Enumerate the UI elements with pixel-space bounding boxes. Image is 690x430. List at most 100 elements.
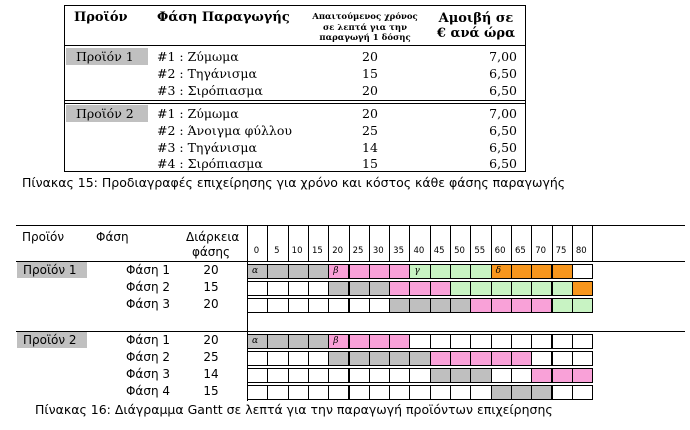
gantt-cell bbox=[267, 334, 289, 349]
gantt-step-label: δ bbox=[495, 266, 502, 276]
product-label: Προϊόν 1 bbox=[66, 48, 148, 65]
gantt-cell bbox=[368, 351, 391, 366]
gantt-cell bbox=[368, 281, 391, 296]
gantt-cell bbox=[287, 264, 309, 279]
gantt-cell bbox=[267, 385, 289, 400]
gantt-cell bbox=[409, 385, 431, 400]
gantt-cell bbox=[510, 281, 533, 296]
cost-cell: 6,50 bbox=[489, 140, 517, 155]
gantt-cell bbox=[571, 264, 594, 279]
gantt-cell bbox=[510, 385, 533, 400]
time-cell: 14 bbox=[362, 140, 378, 155]
cost-cell: 6,50 bbox=[489, 66, 517, 81]
gantt-cell bbox=[307, 368, 330, 383]
gantt-cell bbox=[267, 351, 289, 366]
gantt-tick-label: 35 bbox=[393, 246, 404, 256]
table15-caption: Πίνακας 15: Προδιαγραφές επιχείρησης για… bbox=[22, 175, 566, 190]
gantt-cell bbox=[571, 368, 594, 383]
gantt-cell bbox=[307, 334, 330, 349]
gantt-cell bbox=[551, 281, 573, 296]
gantt-grid-line bbox=[348, 225, 350, 261]
gantt-grid-line bbox=[267, 225, 269, 261]
header-time-line: Απαιτούμενος χρόνος bbox=[312, 12, 418, 22]
gantt-cell bbox=[348, 298, 370, 313]
gantt-cell bbox=[450, 264, 472, 279]
gantt-step-label: α bbox=[252, 336, 259, 346]
gantt-header-duration: Διάρκεια φάσης bbox=[186, 230, 239, 260]
specs-table: Προϊόν Φάση Παραγωγής Απαιτούμενος χρόνο… bbox=[64, 5, 526, 172]
time-cell: 20 bbox=[362, 106, 378, 121]
gantt-cell bbox=[450, 385, 472, 400]
gantt-cell bbox=[571, 298, 594, 313]
gantt-cell bbox=[470, 334, 492, 349]
gantt-tick-label: 0 bbox=[253, 246, 260, 256]
gantt-cell bbox=[510, 368, 533, 383]
header-time: Απαιτούμενος χρόνος σε λεπτά για την παρ… bbox=[305, 12, 425, 44]
gantt-cell bbox=[287, 351, 309, 366]
gantt-product-label: Προϊόν 2 bbox=[17, 332, 87, 348]
gantt-cell bbox=[571, 334, 594, 349]
cost-cell: 7,00 bbox=[489, 106, 517, 121]
gantt-cell bbox=[287, 334, 309, 349]
gantt-grid-line bbox=[510, 225, 512, 261]
gantt-cell bbox=[389, 281, 411, 296]
gantt-cell bbox=[429, 368, 451, 383]
gantt-cell bbox=[287, 281, 309, 296]
gantt-grid-line bbox=[409, 225, 411, 261]
gantt-tick-label: 70 bbox=[535, 246, 547, 256]
gantt-cell bbox=[287, 368, 309, 383]
gantt-header-product: Προϊόν bbox=[22, 230, 65, 244]
gantt-tick-label: 20 bbox=[332, 246, 344, 256]
time-cell: 20 bbox=[362, 83, 378, 98]
divider bbox=[65, 45, 525, 46]
gantt-cell bbox=[409, 281, 431, 296]
gantt-tick-label: 40 bbox=[413, 246, 425, 256]
phase-cell: #1 : Ζύμωμα bbox=[157, 106, 239, 121]
gantt-tick-label: 45 bbox=[433, 246, 445, 256]
gantt-cell bbox=[368, 385, 391, 400]
gantt-phase-label: Φάση 2 bbox=[125, 350, 170, 364]
cost-cell: 6,50 bbox=[489, 83, 517, 98]
gantt-cell bbox=[368, 264, 391, 279]
gantt-cell bbox=[571, 281, 594, 296]
gantt-phase-label: Φάση 4 bbox=[125, 384, 170, 398]
header-pay-line: Αμοιβή σε bbox=[438, 11, 514, 26]
gantt-cell bbox=[531, 281, 553, 296]
gantt-cell bbox=[348, 264, 370, 279]
gantt-cell bbox=[571, 351, 594, 366]
gantt-grid-line bbox=[429, 225, 431, 261]
gantt-cell bbox=[247, 368, 269, 383]
gantt-cell bbox=[531, 298, 553, 313]
gantt-cell bbox=[510, 298, 533, 313]
gantt-cell bbox=[531, 351, 553, 366]
gantt-cell bbox=[429, 334, 451, 349]
gantt-duration-value: 20 bbox=[203, 297, 219, 311]
gantt-header-duration-line: φάσης bbox=[191, 245, 231, 259]
gantt-duration-value: 15 bbox=[203, 384, 219, 398]
cost-cell: 7,00 bbox=[489, 49, 517, 64]
gantt-cell bbox=[368, 368, 391, 383]
gantt-cell bbox=[409, 351, 431, 366]
gantt-cell bbox=[450, 281, 472, 296]
gantt-cell bbox=[287, 385, 309, 400]
gantt-tick-label: 75 bbox=[555, 246, 567, 256]
gantt-cell bbox=[328, 334, 350, 349]
gantt-product-label: Προϊόν 1 bbox=[17, 262, 87, 278]
time-cell: 25 bbox=[362, 123, 378, 138]
gantt-cell bbox=[267, 264, 289, 279]
gantt-duration-value: 20 bbox=[203, 333, 219, 347]
gantt-cell bbox=[490, 264, 512, 279]
gantt-cell bbox=[429, 281, 451, 296]
gantt-cell bbox=[470, 385, 492, 400]
gantt-tick-label: 80 bbox=[575, 246, 587, 256]
gantt-cell bbox=[328, 298, 350, 313]
gantt-tick-label: 15 bbox=[311, 246, 323, 256]
gantt-cell bbox=[490, 281, 512, 296]
gantt-step-label: β bbox=[333, 336, 339, 346]
gantt-cell bbox=[409, 298, 431, 313]
gantt-cell bbox=[551, 334, 573, 349]
gantt-cell bbox=[450, 368, 472, 383]
gantt-cell bbox=[429, 298, 451, 313]
gantt-tick-label: 60 bbox=[494, 246, 506, 256]
gantt-cell bbox=[307, 351, 330, 366]
